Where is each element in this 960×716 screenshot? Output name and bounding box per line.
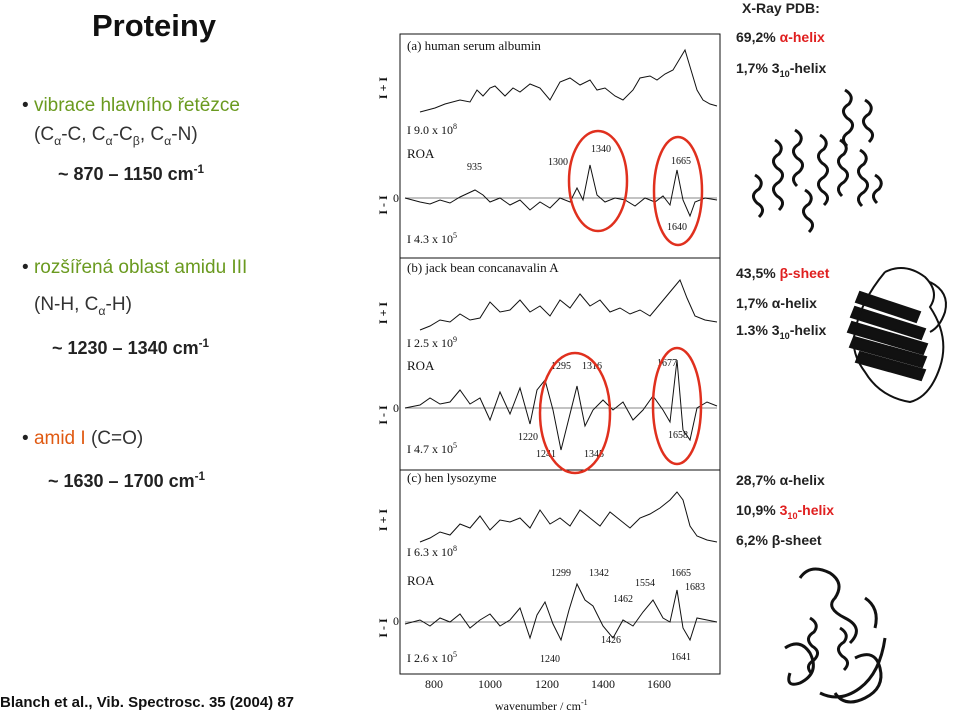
stat-b2: 1,7% α-helix xyxy=(736,295,817,311)
xray-label: X-Ray PDB: xyxy=(742,0,820,16)
trace-c-raman xyxy=(419,491,718,543)
peak-a-1640: 1640 xyxy=(667,222,687,233)
amide1-label: amid I xyxy=(33,428,86,449)
peak-c-1426: 1426 xyxy=(601,635,621,646)
peak-a-1340: 1340 xyxy=(591,144,611,155)
trace-b-raman xyxy=(419,279,718,331)
stat-c3: 6,2% β-sheet xyxy=(736,532,822,548)
roa-spectra-figure: (a) human serum albumin (b) jack bean co… xyxy=(376,33,721,713)
scale-a-roa: I 4.3 x 105 xyxy=(407,231,457,246)
stat-a2: 1,7% 310-helix xyxy=(736,60,827,79)
stat-b3: 1.3% 310-helix xyxy=(736,322,827,341)
citation: Blanch et al., Vib. Spectrosc. 35 (2004)… xyxy=(0,694,295,711)
peak-b-1220: 1220 xyxy=(518,432,538,443)
y-label-roa-a: I - I xyxy=(376,195,390,215)
bullet-amide1: • amid I (C=O) xyxy=(22,428,144,449)
zero-a: 0 xyxy=(393,191,399,205)
x-tick-1200: 1200 xyxy=(535,677,559,691)
y-label-raman-a: I + I xyxy=(376,77,390,100)
trace-b-roa xyxy=(404,359,718,451)
peak-c-1665: 1665 xyxy=(671,568,691,579)
x-tick-1000: 1000 xyxy=(478,677,502,691)
scale-a-raman: I 9.0 x 108 xyxy=(407,122,457,137)
amide3-label: rozšířená oblast amidu III xyxy=(33,257,248,278)
peak-c-1299: 1299 xyxy=(551,568,571,579)
peak-a-1665: 1665 xyxy=(671,156,691,167)
ellipse-b-amide3 xyxy=(538,351,612,475)
lysozyme-structure-image xyxy=(784,567,887,704)
amide3-range: ~ 1230 – 1340 cm-1 xyxy=(52,337,210,358)
trace-a-raman xyxy=(419,48,718,113)
page-title: Proteiny xyxy=(92,8,217,43)
peak-c-1683: 1683 xyxy=(685,582,705,593)
peak-a-935: 935 xyxy=(467,162,482,173)
concanavalin-structure-image xyxy=(846,267,947,404)
y-label-roa-b: I - I xyxy=(376,405,390,425)
x-axis-label: wavenumber / cm-1 xyxy=(495,698,588,713)
ellipse-a-amide1 xyxy=(652,135,704,247)
panel-b-title: (b) jack bean concanavalin A xyxy=(407,260,559,275)
backbone-range: ~ 870 – 1150 cm-1 xyxy=(58,163,205,184)
peak-a-1300: 1300 xyxy=(548,157,568,168)
peak-b-1316: 1316 xyxy=(582,361,602,372)
y-label-roa-c: I - I xyxy=(376,618,390,638)
zero-b: 0 xyxy=(393,401,399,415)
scale-c-raman: I 6.3 x 108 xyxy=(407,544,457,559)
bullet-amide3: • rozšířená oblast amidu III xyxy=(22,257,248,278)
x-tick-1600: 1600 xyxy=(647,677,671,691)
stat-c1: 28,7% α-helix xyxy=(736,472,825,488)
stat-b1: 43,5% β-sheet xyxy=(736,265,830,281)
bullet-backbone: • vibrace hlavního řetězce xyxy=(22,95,240,117)
scale-b-roa: I 4.7 x 105 xyxy=(407,441,457,456)
x-tick-1400: 1400 xyxy=(591,677,615,691)
peak-c-1641: 1641 xyxy=(671,652,691,663)
scale-b-raman: I 2.5 x 109 xyxy=(407,335,457,350)
peak-c-1554: 1554 xyxy=(635,578,655,589)
stat-c2: 10,9% 310-helix xyxy=(736,502,835,521)
peak-c-1342: 1342 xyxy=(589,568,609,579)
peak-c-1462: 1462 xyxy=(613,594,633,605)
y-label-raman-b: I + I xyxy=(376,302,390,325)
stat-a1: 69,2% α-helix xyxy=(736,29,825,45)
peak-b-1658: 1658 xyxy=(668,430,688,441)
scale-c-roa: I 2.6 x 105 xyxy=(407,650,457,665)
trace-c-roa xyxy=(404,582,718,642)
backbone-label: vibrace hlavního řetězce xyxy=(33,95,240,116)
bullet-dot: • xyxy=(22,95,34,116)
amide3-bonds: (N-H, Cα-H) xyxy=(34,294,132,318)
roa-label-a: ROA xyxy=(407,146,435,161)
peak-b-1241: 1241 xyxy=(536,449,556,460)
roa-label-b: ROA xyxy=(407,358,435,373)
panel-a-title: (a) human serum albumin xyxy=(407,38,541,53)
highlight-ellipses xyxy=(538,129,704,475)
peak-b-1295: 1295 xyxy=(551,361,571,372)
panel-c-title: (c) hen lysozyme xyxy=(407,470,497,485)
backbone-bonds: (Cα-C, Cα-Cβ, Cα-N) xyxy=(34,124,198,148)
peak-b-1677: 1677 xyxy=(657,358,677,369)
trace-a-roa xyxy=(404,164,718,218)
zero-c: 0 xyxy=(393,614,399,628)
roa-label-c: ROA xyxy=(407,573,435,588)
amide1-range: ~ 1630 – 1700 cm-1 xyxy=(48,470,206,491)
albumin-structure-image xyxy=(752,88,883,234)
ellipse-b-amide1 xyxy=(651,346,703,466)
y-label-raman-c: I + I xyxy=(376,509,390,532)
peak-c-1240: 1240 xyxy=(540,654,560,665)
x-tick-800: 800 xyxy=(425,677,443,691)
peak-b-1345: 1345 xyxy=(584,449,604,460)
ellipse-a-amide3 xyxy=(567,129,629,233)
